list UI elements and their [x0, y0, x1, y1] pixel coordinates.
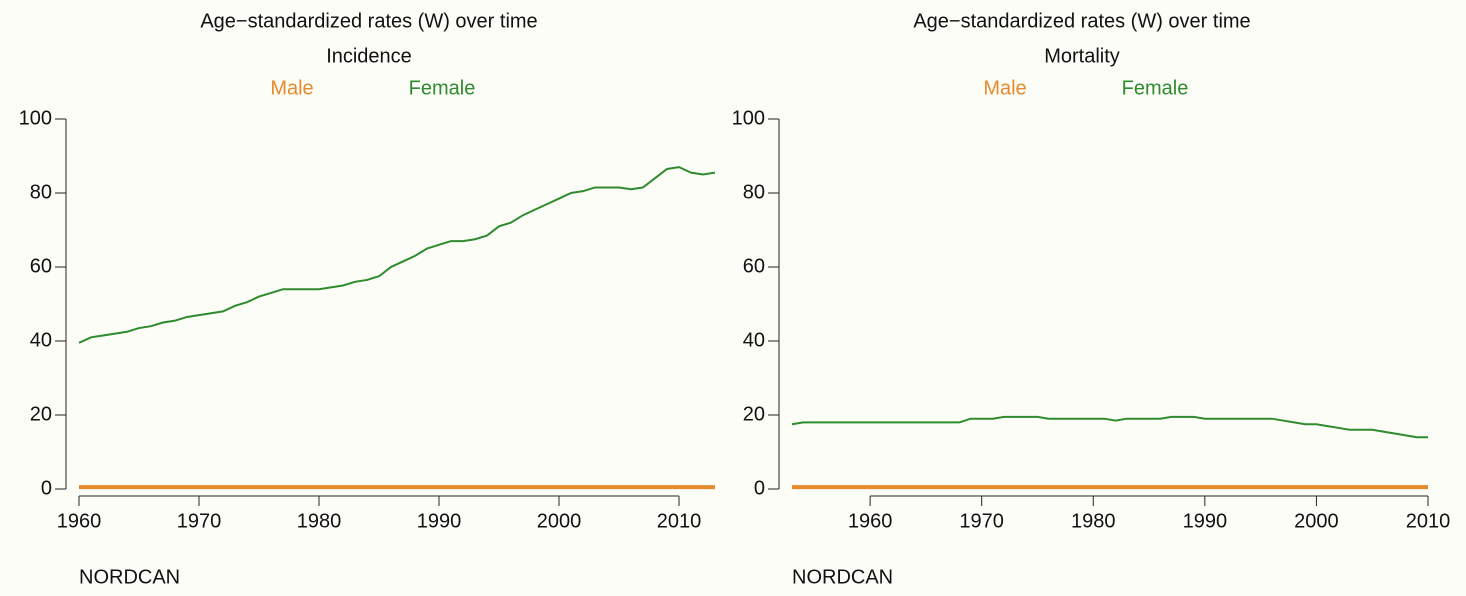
x-tick-label: 1970: [177, 510, 222, 532]
y-tick-label: 100: [19, 107, 52, 129]
x-tick-label: 1990: [417, 510, 462, 532]
y-tick-label: 60: [743, 255, 765, 277]
x-tick-label: 2000: [537, 510, 582, 532]
chart-subtitle: Incidence: [326, 45, 412, 67]
legend-label: Male: [270, 77, 313, 99]
chart-subtitle: Mortality: [1044, 45, 1120, 67]
y-tick-label: 40: [30, 329, 52, 351]
x-tick-label: 2010: [1406, 510, 1451, 532]
chart-title: Age−standardized rates (W) over time: [913, 10, 1250, 32]
y-tick-label: 40: [743, 329, 765, 351]
x-tick-label: 1980: [1071, 510, 1116, 532]
legend-label: Female: [1122, 77, 1189, 99]
x-tick-label: 2000: [1294, 510, 1339, 532]
x-tick-label: 1980: [297, 510, 342, 532]
series-line: [78, 166, 716, 344]
series-line: [791, 415, 1428, 439]
y-tick-label: 80: [30, 181, 52, 203]
legend-label: Male: [983, 77, 1026, 99]
y-tick-label: 20: [743, 403, 765, 425]
y-tick-label: 0: [754, 477, 765, 499]
x-tick-label: 2010: [657, 510, 702, 532]
source-note: NORDCAN: [79, 566, 180, 588]
x-tick-label: 1960: [848, 510, 893, 532]
x-tick-label: 1990: [1183, 510, 1228, 532]
y-tick-label: 60: [30, 255, 52, 277]
chart-title: Age−standardized rates (W) over time: [200, 10, 537, 32]
y-tick-label: 0: [41, 477, 52, 499]
source-note: NORDCAN: [792, 566, 893, 588]
x-tick-label: 1970: [959, 510, 1004, 532]
y-tick-label: 20: [30, 403, 52, 425]
legend-label: Female: [409, 77, 476, 99]
y-tick-label: 80: [743, 181, 765, 203]
y-tick-label: 100: [732, 107, 765, 129]
x-tick-label: 1960: [57, 510, 102, 532]
